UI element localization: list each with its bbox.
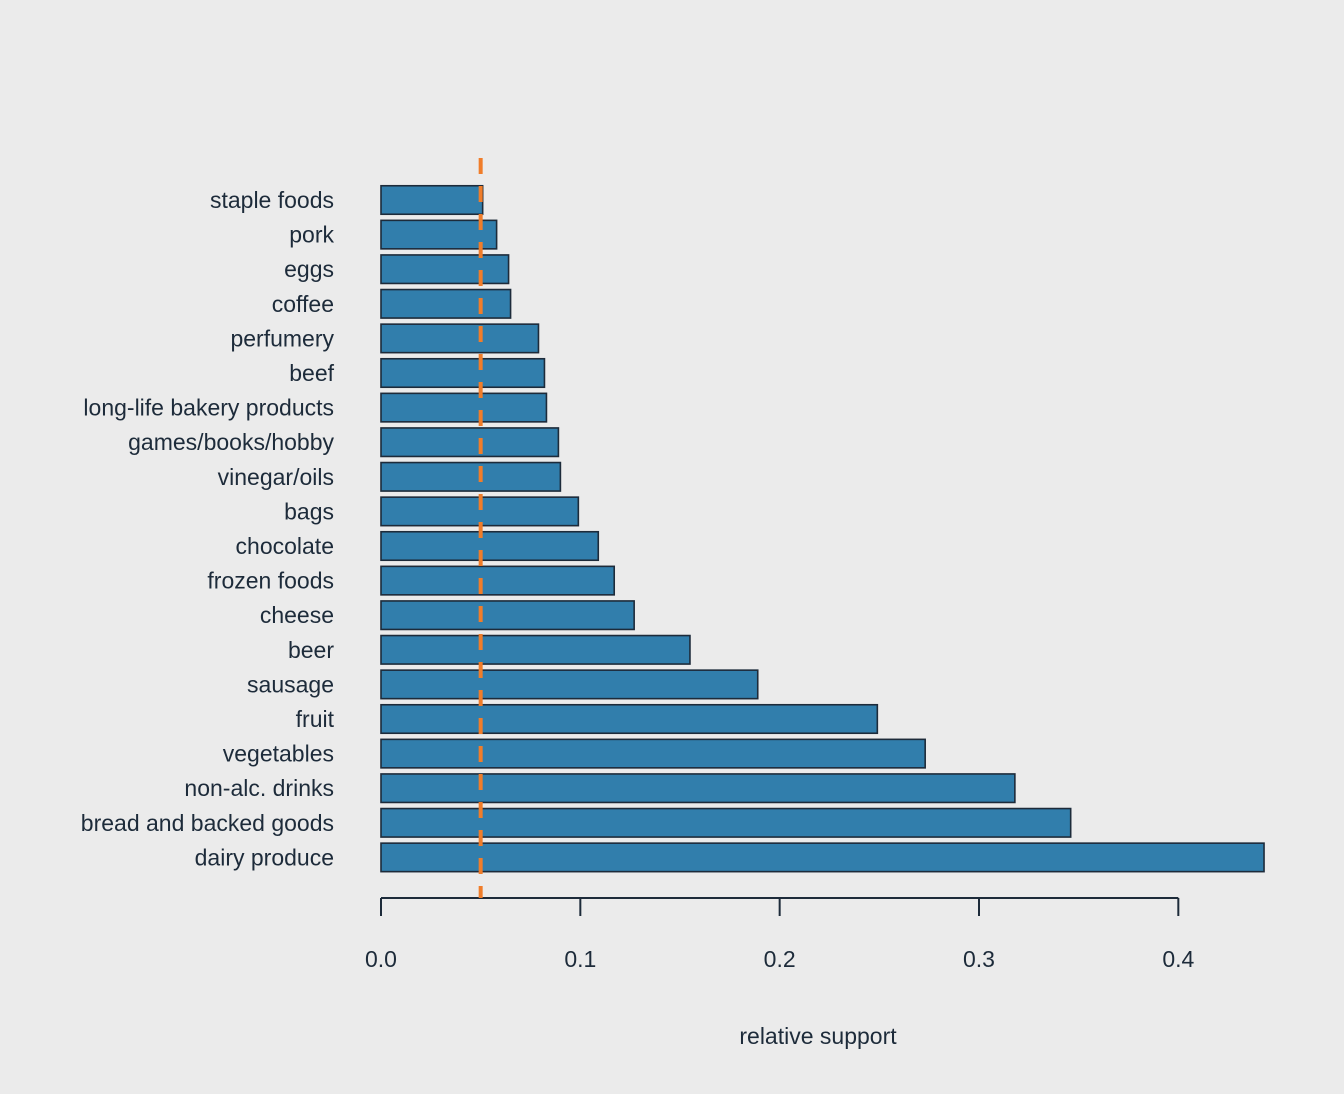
category-label: games/books/hobby xyxy=(128,429,334,455)
bar xyxy=(380,461,562,492)
bar xyxy=(380,184,484,216)
bar xyxy=(380,530,600,562)
bar xyxy=(380,219,498,250)
category-label: beer xyxy=(288,637,334,663)
bar xyxy=(380,773,1016,804)
category-label: staple foods xyxy=(210,187,334,213)
category-label: fruit xyxy=(296,706,335,732)
x-axis: 0.0 0.1 0.2 0.3 0.4 xyxy=(365,897,1195,972)
x-tick-label: 0.0 xyxy=(365,946,397,972)
category-label: beef xyxy=(289,360,334,386)
category-label: coffee xyxy=(272,291,334,317)
category-label: sausage xyxy=(247,671,334,697)
category-label: eggs xyxy=(284,256,334,282)
bar xyxy=(380,669,759,700)
bar xyxy=(380,254,510,285)
category-label: cheese xyxy=(260,602,334,628)
bar xyxy=(380,738,926,769)
bar xyxy=(380,703,879,735)
x-tick-label: 0.1 xyxy=(564,946,596,972)
category-label: bags xyxy=(284,498,334,524)
bar xyxy=(380,842,1265,873)
x-tick-label: 0.4 xyxy=(1162,946,1194,972)
bar xyxy=(380,634,691,665)
x-axis-title: relative support xyxy=(739,1023,897,1049)
x-tick-label: 0.3 xyxy=(963,946,995,972)
category-label: vegetables xyxy=(223,741,334,767)
category-label: perfumery xyxy=(230,325,334,351)
category-label: pork xyxy=(289,222,334,248)
category-label: vinegar/oils xyxy=(218,464,334,490)
category-label: bread and backed goods xyxy=(81,810,334,836)
x-tick-label: 0.2 xyxy=(764,946,796,972)
bar xyxy=(380,392,548,423)
category-label: chocolate xyxy=(236,533,334,559)
bar xyxy=(380,288,512,319)
bar xyxy=(380,600,635,631)
category-label: non-alc. drinks xyxy=(184,775,334,801)
category-labels: staple foods pork eggs coffee perfumery beef l… xyxy=(81,187,335,870)
category-label: long-life bakery products xyxy=(83,395,334,421)
bar xyxy=(380,357,546,389)
bar xyxy=(380,323,540,354)
bars-group xyxy=(380,184,1265,873)
category-label: dairy produce xyxy=(195,844,334,870)
category-label: frozen foods xyxy=(207,568,334,594)
bar xyxy=(380,807,1072,838)
bar xyxy=(380,427,560,458)
bar xyxy=(380,565,616,596)
